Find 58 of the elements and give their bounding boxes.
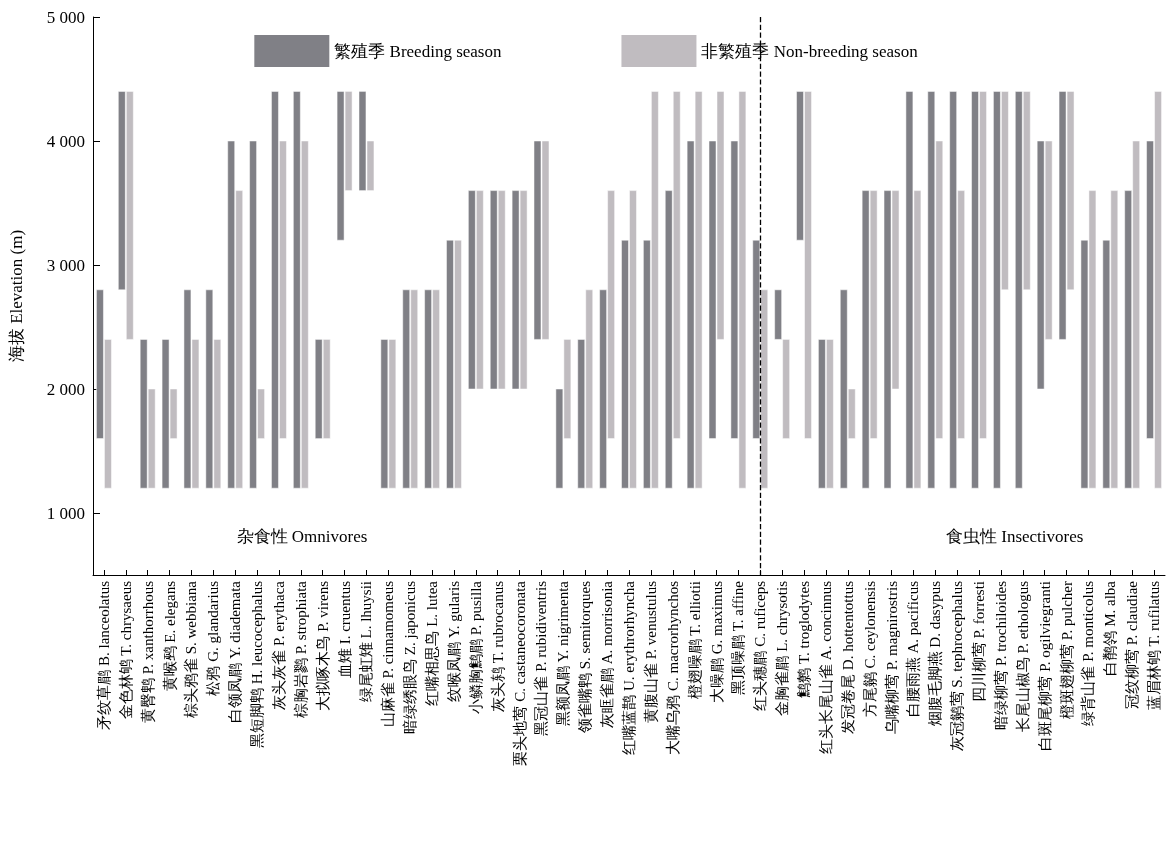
x-tick-label: 绿尾虹雉 L. lhuysii [358, 581, 375, 703]
x-tick-label: 红嘴相思鸟 L. lutea [424, 580, 441, 706]
y-tick-label: 2 000 [46, 379, 85, 399]
x-tick-label: 橙斑翅柳莺 P. pulcher [1058, 581, 1075, 719]
x-tick-label: 纹喉凤鹛 Y. gularis [445, 580, 462, 702]
x-tick-label: 棕胸岩鹨 P. strophiata [292, 580, 309, 719]
x-tick-label: 黑冠山雀 P. rubidiventris [533, 580, 550, 736]
x-tick-label: 灰头鸫 T. rubrocanus [489, 580, 506, 712]
x-tick-label: 黄腹山雀 P. venustulus [642, 580, 659, 724]
x-tick-label: 冠纹柳莺 P. claudiae [1124, 580, 1141, 709]
legend-label: 繁殖季 Breeding season [334, 41, 502, 61]
x-tick-label: 领雀嘴鹎 S. semitorques [577, 580, 594, 734]
x-tick-label: 小鳞胸鹪鹛 P. pusilla [467, 580, 484, 714]
x-tick-label: 红头穗鹛 C. ruficeps [752, 580, 769, 711]
x-tick-label: 棕头鸦雀 S. webbiana [183, 580, 200, 719]
y-tick-label: 5 000 [46, 7, 85, 27]
y-tick-label: 1 000 [46, 503, 85, 523]
x-tick-label: 白腰雨燕 A. pacificus [905, 580, 922, 718]
x-tick-label: 暗绿柳莺 P. trochiloides [992, 580, 1009, 730]
x-tick-label: 方尾鹟 C. ceylonensis [861, 580, 878, 718]
x-tick-label: 栗头地莺 C. castaneocoronata [511, 580, 528, 766]
x-tick-label: 松鸦 G. glandarius [205, 580, 222, 696]
annotation: 食虫性 Insectivores [946, 527, 1084, 546]
x-tick-label: 黑顶噪鹛 T. affine [730, 580, 747, 696]
y-tick-label: 3 000 [46, 255, 85, 275]
x-tick-label: 四川柳莺 P. forresti [971, 581, 988, 703]
x-tick-label: 白鹡鸰 M. alba [1102, 580, 1119, 676]
x-tick-label: 黑短脚鹎 H. leucocephalus [249, 580, 266, 749]
x-tick-label: 灰头灰雀 P. erythaca [270, 580, 287, 710]
x-tick-label: 长尾山椒鸟 P. ethologus [1014, 580, 1031, 733]
x-tick-label: 发冠卷尾 D. hottentottus [839, 580, 856, 734]
x-tick-label: 白领凤鹛 Y. diademata [227, 580, 244, 723]
x-tick-label: 金胸雀鹛 L. chrysotis [774, 580, 791, 716]
x-tick-label: 暗绿绣眼鸟 Z. japonicus [402, 580, 419, 734]
x-tick-label: 绿背山雀 P. monticolus [1080, 580, 1097, 726]
y-axis-title: 海拔 Elevation (m) [7, 229, 26, 363]
x-tick-label: 鹪鹩 T. troglodytes [796, 580, 813, 698]
x-tick-label: 乌嘴柳莺 P. magnirostris [883, 580, 900, 734]
x-tick-label: 白斑尾柳莺 P. ogilviegranti [1036, 581, 1053, 751]
x-tick-label: 金色林鸲 T. chrysaeus [117, 580, 134, 720]
y-tick-label: 4 000 [46, 131, 85, 151]
x-tick-label: 血雉 I. cruentus [336, 580, 353, 679]
x-tick-label: 橙翅噪鹛 T. elliotii [686, 581, 703, 700]
x-tick-label: 大嘴乌鸦 C. macrorhynchos [664, 580, 681, 755]
x-tick-label: 黄喉鹀 E. elegans [161, 580, 178, 692]
x-tick-label: 红头长尾山雀 A. concinnus [817, 580, 834, 754]
x-tick-label: 烟腹毛脚燕 D. dasypus [927, 580, 944, 727]
x-tick-label: 灰冠鹟莺 S. tephrocephalus [949, 580, 966, 752]
x-tick-label: 黑额凤鹛 Y. nigrimenta [555, 580, 572, 727]
x-tick-label: 山麻雀 P. cinnamomeus [380, 580, 397, 728]
annotation: 杂食性 Omnivores [236, 527, 368, 546]
x-tick-label: 红嘴蓝鹊 U. erythrorhyncha [621, 580, 637, 755]
x-tick-label: 矛纹草鹛 B. lanceolatus [95, 580, 112, 730]
x-tick-label: 灰眶雀鹛 A. morrisonia [599, 580, 616, 729]
x-tick-label: 蓝眉林鸲 T. rufilatus [1146, 580, 1163, 711]
x-tick-label: 大拟啄木鸟 P. virens [314, 580, 331, 711]
x-tick-label: 大噪鹛 G. maximus [708, 580, 725, 704]
x-tick-label: 黄臀鹎 P. xanthorrhous [139, 580, 156, 724]
